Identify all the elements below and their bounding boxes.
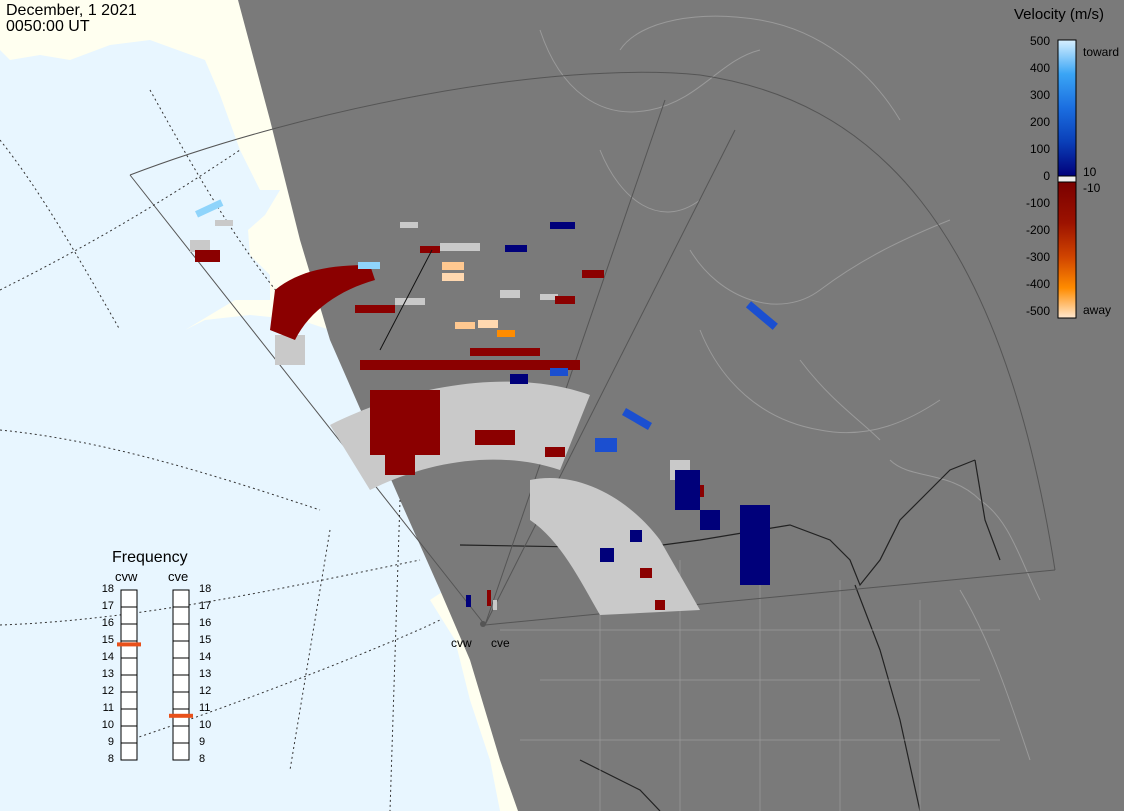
colorbar-tick-label: -200: [1025, 223, 1050, 237]
frequency-title: Frequency: [112, 549, 188, 566]
echoes-away: [195, 246, 704, 610]
frequency-tick-left: 9: [107, 736, 114, 748]
frequency-tick-right: 17: [199, 600, 212, 612]
away-label: away: [1083, 303, 1112, 317]
frequency-tick-right: 11: [199, 702, 211, 714]
frequency-marker-cve: [169, 713, 193, 718]
frequency-marker-cvw: [117, 642, 141, 647]
echoes-high-away: [442, 262, 515, 337]
colorbar-tick-label: 100: [1029, 142, 1050, 156]
frequency-tick-right: 10: [199, 719, 212, 731]
frequency-tick-right: 8: [199, 753, 206, 765]
colorbar-tick-label: -300: [1025, 250, 1050, 264]
frequency-tick-left: 18: [101, 583, 114, 595]
frequency-tick-right: 13: [199, 668, 212, 680]
radar-site-markers: [466, 590, 497, 627]
frequency-tick-right: 15: [199, 634, 212, 646]
colorbar-tick-label: -500: [1025, 304, 1050, 318]
frequency-tick-left: 12: [101, 685, 114, 697]
colorbar-tick-label: 300: [1029, 88, 1050, 102]
night-side: [238, 0, 1124, 811]
site-label-cvw: cvw: [451, 636, 472, 650]
frequency-tick-left: 14: [101, 651, 114, 663]
time-label: 0050:00 UT: [6, 18, 90, 35]
frequency-tick-right: 9: [199, 736, 206, 748]
frequency-tick-right: 12: [199, 685, 212, 697]
land-coast-strip: [430, 590, 520, 811]
land-alaska: [0, 0, 330, 330]
velocity-colorbar: [1057, 39, 1077, 319]
frequency-radar-cve: cve: [168, 569, 189, 584]
threshold-positive: 10: [1083, 165, 1097, 179]
site-label-cve: cve: [491, 636, 510, 650]
track-line: [379, 249, 433, 351]
state-lines: [500, 560, 1000, 811]
frequency-tick-right: 14: [199, 651, 212, 663]
colorbar-tick-label: 400: [1029, 61, 1050, 75]
frequency-radar-cvw: cvw: [115, 569, 138, 584]
frequency-tick-left: 11: [102, 702, 114, 714]
coastlines: [539, 15, 1041, 761]
frequency-tick-left: 8: [107, 753, 114, 765]
date-label: December, 1 2021: [6, 2, 137, 19]
colorbar-tick-label: 500: [1029, 34, 1050, 48]
field-of-view: [129, 71, 1056, 626]
toward-label: toward: [1083, 45, 1120, 59]
colorbar-title: Velocity (m/s): [1014, 6, 1105, 23]
frequency-tick-left: 15: [101, 634, 114, 646]
frequency-tick-left: 17: [101, 600, 114, 612]
frequency-tick-left: 13: [101, 668, 114, 680]
echoes-toward: [195, 199, 778, 585]
frequency-tick-right: 18: [199, 583, 212, 595]
colorbar-tick-label: 200: [1029, 115, 1050, 129]
frequency-tick-left: 16: [101, 617, 114, 629]
colorbar-tick-label: -400: [1025, 277, 1050, 291]
frequency-tick-left: 10: [101, 719, 114, 731]
colorbar-tick-label: 0: [1043, 169, 1050, 183]
threshold-negative: -10: [1083, 181, 1101, 195]
frequency-tick-right: 16: [199, 617, 212, 629]
colorbar-tick-label: -100: [1025, 196, 1050, 210]
